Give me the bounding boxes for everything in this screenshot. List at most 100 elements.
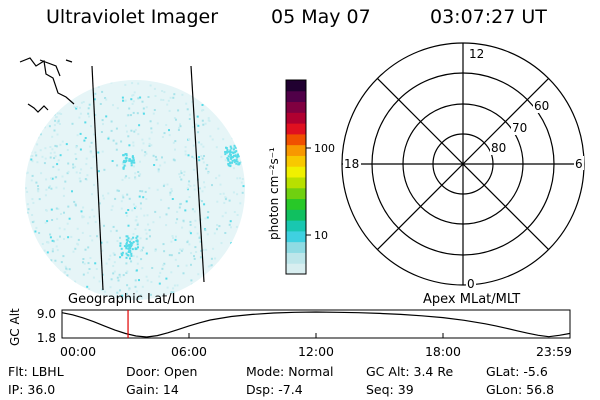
speckle <box>66 172 69 175</box>
speckle <box>206 216 209 219</box>
speckle <box>126 193 129 196</box>
speckle <box>28 255 31 258</box>
speckle <box>167 207 170 210</box>
speckle <box>62 187 65 190</box>
speckle <box>68 217 71 220</box>
speckle <box>83 262 86 265</box>
mlt-label-12: 12 <box>469 47 484 61</box>
speckle <box>162 264 165 267</box>
speckle <box>174 238 177 241</box>
bright-spot <box>125 252 128 255</box>
speckle <box>222 192 225 195</box>
speckle <box>116 276 119 279</box>
speckle <box>67 170 70 173</box>
speckle <box>205 167 208 170</box>
speckle <box>162 243 165 246</box>
speckle <box>166 286 169 289</box>
apex-label: Apex MLat/MLT <box>423 292 521 307</box>
colorbar-tick-10: 10 <box>314 229 328 242</box>
speckle <box>174 148 176 151</box>
speckle <box>163 132 166 135</box>
colorbar-cell <box>286 166 306 178</box>
speckle <box>147 96 150 98</box>
speckle <box>155 158 158 161</box>
speckle <box>75 107 78 110</box>
speckle <box>159 271 162 274</box>
speckle <box>48 83 50 86</box>
speckle <box>169 193 172 196</box>
speckle <box>125 211 128 214</box>
speckle <box>93 98 96 101</box>
bright-spot <box>234 155 237 158</box>
speckle <box>76 242 79 245</box>
speckle <box>175 118 177 121</box>
speckle <box>33 122 36 125</box>
speckle <box>89 145 92 148</box>
speckle <box>131 102 134 105</box>
speckle <box>148 137 151 140</box>
speckle <box>84 178 87 180</box>
speckle <box>30 126 33 129</box>
speckle <box>233 211 236 213</box>
speckle <box>228 118 231 121</box>
speckle <box>72 166 75 169</box>
speckle <box>116 240 119 242</box>
speckle <box>49 152 52 155</box>
lat-label-70: 70 <box>512 121 527 135</box>
speckle <box>122 99 124 102</box>
speckle <box>141 100 144 103</box>
colorbar-cell <box>286 90 306 103</box>
speckle <box>196 115 199 118</box>
speckle <box>87 246 90 249</box>
speckle <box>152 112 155 115</box>
speckle <box>175 235 177 238</box>
lat-label-80: 80 <box>491 141 506 155</box>
speckle <box>128 144 131 147</box>
speckle <box>74 153 77 155</box>
speckle <box>173 117 176 120</box>
speckle <box>93 183 95 186</box>
speckle <box>142 196 145 199</box>
speckle <box>83 81 86 84</box>
speckle <box>197 141 200 144</box>
speckle <box>154 155 157 158</box>
speckle <box>90 141 93 144</box>
speckle <box>193 210 196 213</box>
speckle <box>202 248 205 251</box>
speckle <box>242 146 245 149</box>
speckle <box>190 279 193 282</box>
bright-spot <box>125 241 128 244</box>
speckle <box>208 119 211 122</box>
speckle <box>207 211 210 213</box>
speckle <box>74 280 77 283</box>
speckle <box>170 188 173 191</box>
speckle <box>163 183 166 186</box>
speckle <box>81 216 84 219</box>
speckle <box>233 278 236 281</box>
speckle <box>139 202 142 205</box>
speckle <box>223 201 226 204</box>
speckle <box>161 90 164 92</box>
colorbar-cell <box>286 112 306 124</box>
speckle <box>44 221 47 224</box>
speckle <box>28 253 31 255</box>
speckle <box>54 259 57 262</box>
speckle <box>207 172 210 175</box>
speckle <box>82 101 85 103</box>
speckle <box>163 91 166 94</box>
bright-spot <box>230 147 233 150</box>
speckle <box>161 156 163 159</box>
speckle <box>78 116 81 119</box>
bright-spot <box>119 244 122 247</box>
speckle <box>163 161 166 164</box>
speckle <box>62 275 65 277</box>
speckle <box>198 187 201 190</box>
speckle <box>141 138 144 141</box>
speckle <box>46 220 49 223</box>
speckle <box>103 168 106 171</box>
speckle <box>94 262 97 265</box>
speckle <box>122 274 125 277</box>
speckle <box>198 156 200 159</box>
speckle <box>39 282 42 284</box>
bright-spot <box>136 239 139 242</box>
